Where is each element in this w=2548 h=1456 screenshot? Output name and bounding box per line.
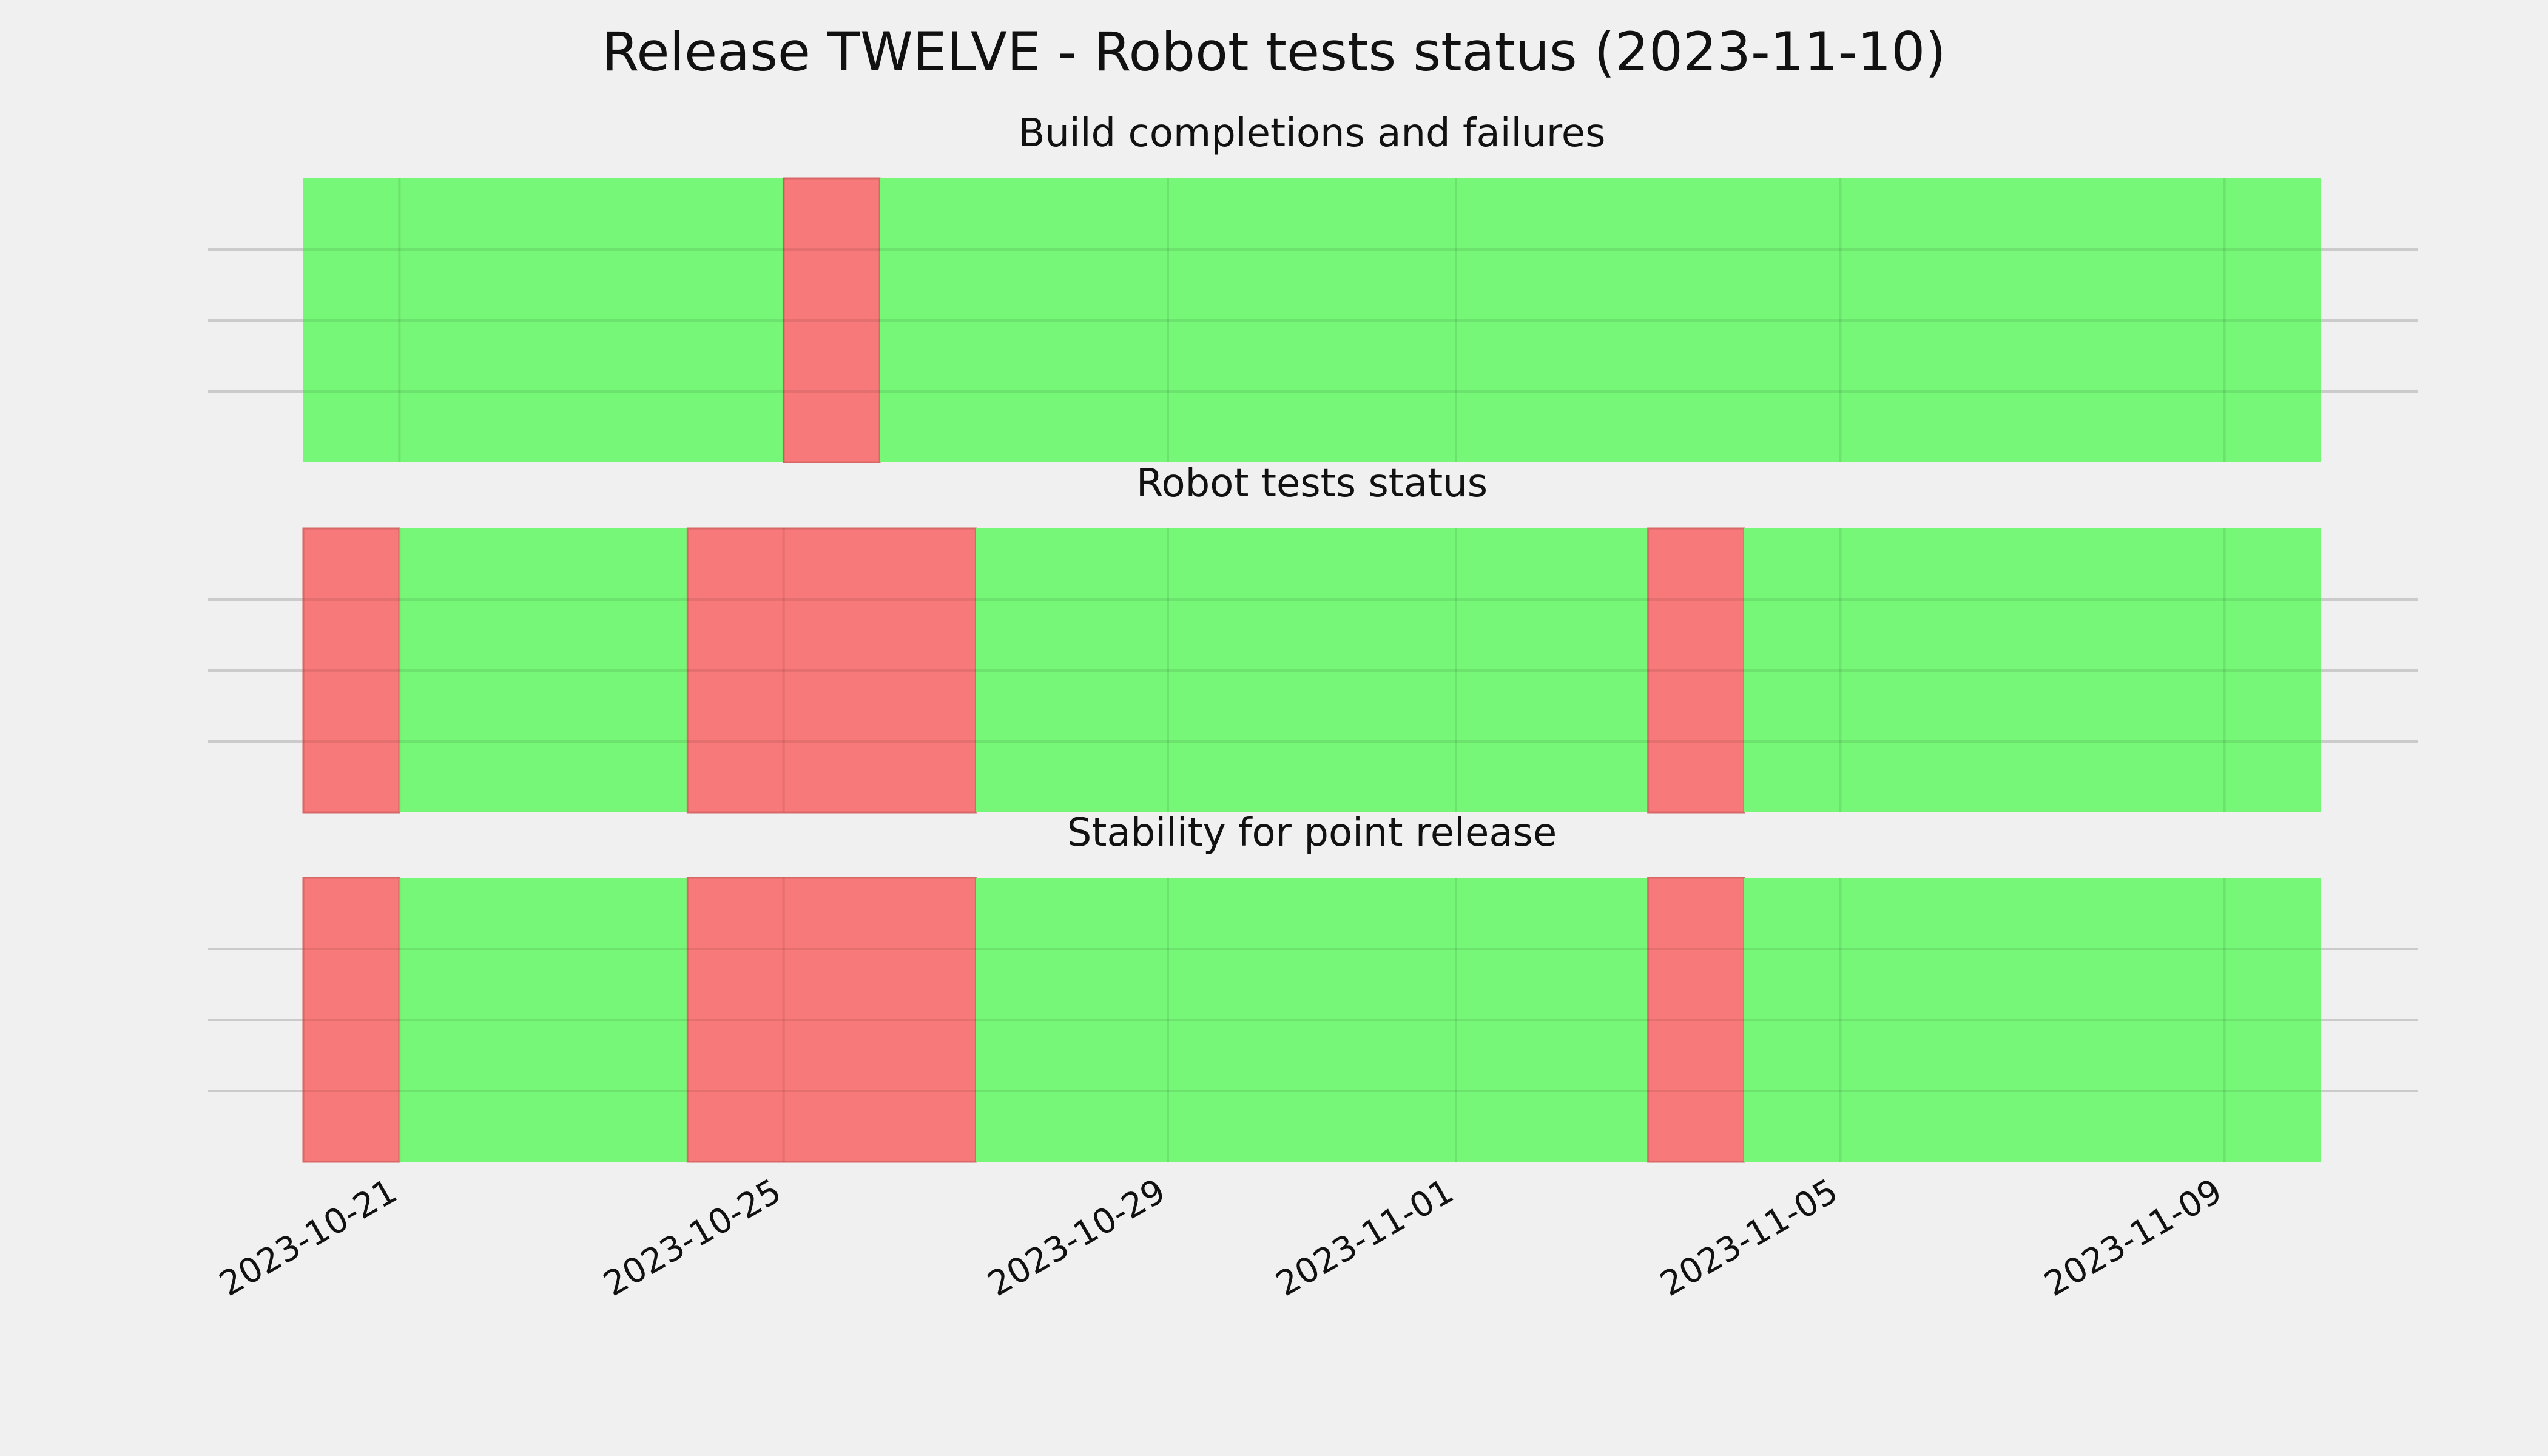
status-segment-fail [783, 177, 881, 463]
status-segment-fail [686, 877, 977, 1163]
status-segment-pass [976, 878, 1648, 1162]
panel-title: Build completions and failures [1019, 111, 1606, 156]
panel-title: Stability for point release [1067, 811, 1557, 855]
chart-title: Release TWELVE - Robot tests status (202… [602, 21, 1946, 83]
status-segment-fail [302, 877, 400, 1163]
panel-title: Robot tests status [1136, 461, 1488, 506]
status-segment-pass [1744, 878, 2320, 1162]
status-segment-pass [303, 178, 784, 462]
status-segment-pass [976, 528, 1648, 812]
status-segment-fail [1647, 527, 1745, 814]
status-segment-pass [399, 878, 688, 1162]
status-segment-pass [399, 528, 688, 812]
panel-2: Robot tests status [208, 461, 2418, 814]
panel-3: Stability for point release [208, 811, 2418, 1163]
status-segment-fail [686, 527, 977, 814]
status-segment-fail [1647, 877, 1745, 1163]
status-segment-pass [880, 178, 2320, 462]
status-segment-pass [1744, 528, 2320, 812]
chart-panels: Build completions and failures Robot test… [208, 111, 2418, 1163]
panel-1: Build completions and failures [208, 111, 2418, 463]
